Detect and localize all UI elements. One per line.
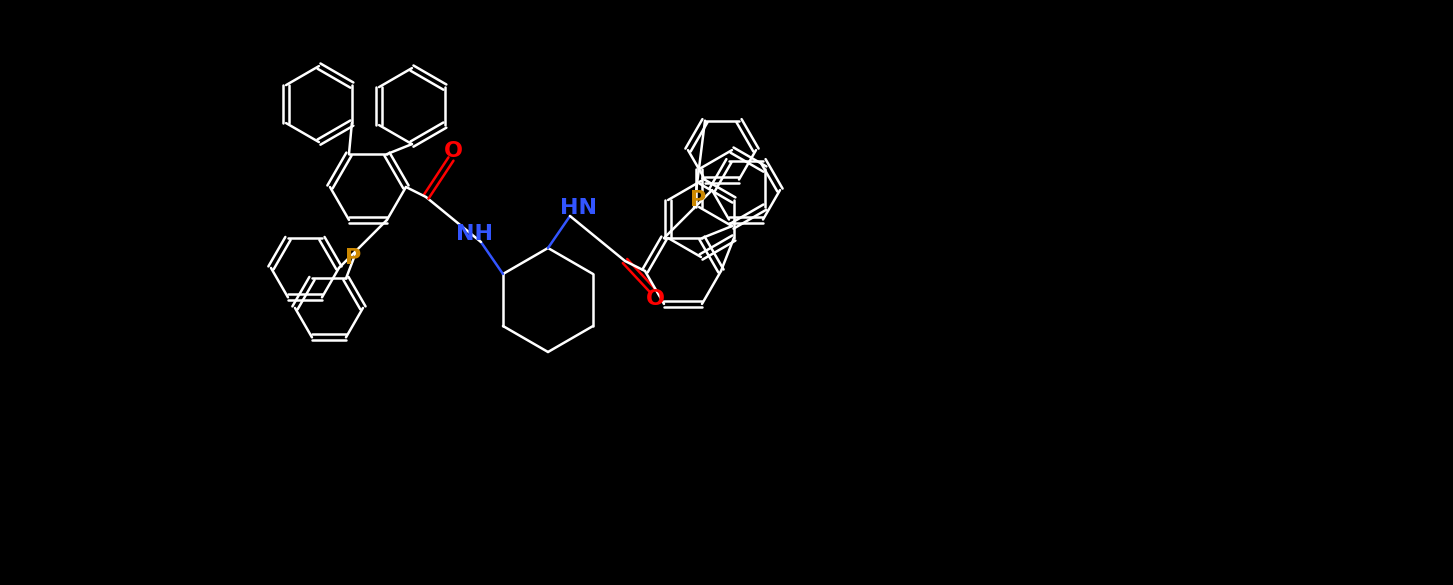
Text: NH: NH bbox=[456, 224, 494, 244]
Text: P: P bbox=[344, 248, 362, 268]
Text: HN: HN bbox=[559, 198, 597, 218]
Text: O: O bbox=[443, 141, 462, 161]
Text: P: P bbox=[690, 190, 706, 210]
Text: O: O bbox=[645, 289, 664, 309]
